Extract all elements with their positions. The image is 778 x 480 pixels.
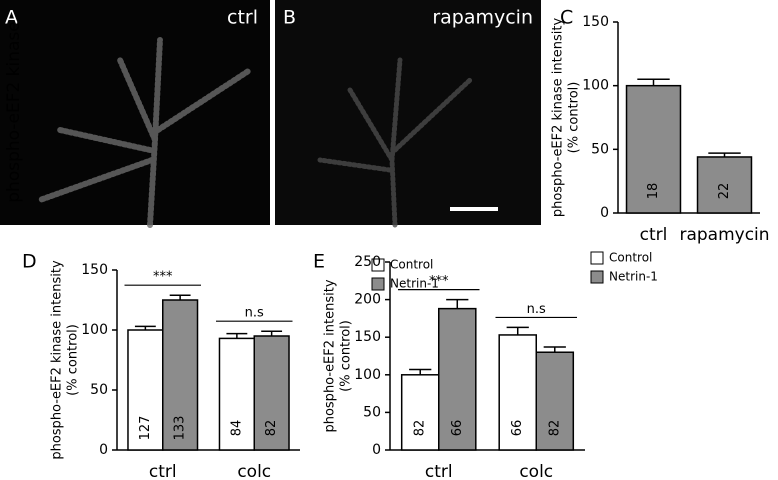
x-tick-label: ctrl — [640, 225, 668, 245]
bar — [696, 156, 753, 214]
y-tick-label: 200 — [354, 292, 381, 308]
x-tick-label: colc — [237, 462, 271, 480]
image-axis-label: phospho-eEF2 kinase — [4, 21, 24, 203]
n-label: 127 — [138, 416, 153, 441]
y-tick-label: 100 — [582, 78, 609, 94]
y-axis-label: (% control) — [339, 320, 354, 392]
n-label: 82 — [547, 420, 562, 437]
n-label: 133 — [173, 416, 188, 441]
legend-label: Control — [609, 251, 652, 265]
legend-label: Netrin-1 — [609, 270, 658, 284]
bar — [498, 334, 538, 451]
n-label: 18 — [646, 183, 661, 200]
n-label: 82 — [264, 420, 279, 437]
y-axis-label: (% control) — [66, 324, 81, 396]
panel-letter: C — [560, 7, 573, 29]
n-label: 82 — [413, 420, 428, 437]
y-axis-label: phospho-eEF2 intensity — [323, 279, 338, 432]
x-tick-label: ctrl — [149, 462, 177, 480]
image-label: ctrl — [227, 7, 258, 29]
y-tick-label: 0 — [600, 205, 609, 221]
y-tick-label: 50 — [591, 141, 609, 157]
x-tick-label: ctrl — [425, 462, 453, 480]
bar — [162, 299, 199, 451]
micrograph — [0, 0, 270, 225]
n-label: 22 — [717, 183, 732, 200]
x-tick-label: rapamycin — [679, 225, 769, 245]
y-tick-label: 100 — [354, 367, 381, 383]
bar — [218, 337, 255, 451]
image-label: rapamycin — [432, 7, 533, 29]
y-axis-label: (% control) — [567, 82, 582, 154]
y-tick-label: 50 — [363, 404, 381, 420]
y-tick-label: 150 — [354, 329, 381, 345]
panel-letter: B — [283, 7, 296, 29]
micrograph — [275, 0, 541, 225]
bar — [253, 335, 290, 451]
y-tick-label: 0 — [99, 442, 108, 458]
legend-swatch — [371, 258, 385, 272]
panel-letter: A — [5, 7, 18, 29]
y-tick-label: 150 — [582, 14, 609, 30]
bar — [127, 329, 164, 451]
legend-label: Netrin-1 — [390, 277, 439, 291]
bar — [438, 307, 477, 451]
significance-label: *** — [429, 274, 449, 289]
y-axis-label: phospho-eEF2 kinase intensity — [50, 260, 65, 460]
panel-letter: E — [313, 251, 325, 273]
bar — [625, 84, 682, 214]
n-label: 66 — [450, 420, 465, 437]
y-tick-label: 0 — [372, 442, 381, 458]
significance-label: n.s — [245, 306, 264, 321]
y-tick-label: 100 — [81, 322, 108, 338]
legend-swatch — [590, 251, 604, 265]
n-label: 66 — [510, 420, 525, 437]
significance-label: n.s — [527, 302, 546, 317]
bar — [400, 374, 440, 451]
legend-label: Control — [390, 258, 433, 272]
legend-swatch — [590, 270, 604, 284]
bar — [535, 351, 575, 451]
y-axis-label: phospho-eEF2 kinase intensity — [551, 18, 566, 218]
x-tick-label: colc — [519, 462, 553, 480]
significance-label: *** — [153, 270, 173, 285]
dendrites — [37, 37, 473, 228]
y-tick-label: 50 — [90, 382, 108, 398]
legend-swatch — [371, 277, 385, 291]
panel-letter: D — [22, 251, 37, 273]
n-label: 84 — [229, 420, 244, 437]
y-tick-label: 150 — [81, 262, 108, 278]
y-tick-label: 250 — [354, 254, 381, 270]
